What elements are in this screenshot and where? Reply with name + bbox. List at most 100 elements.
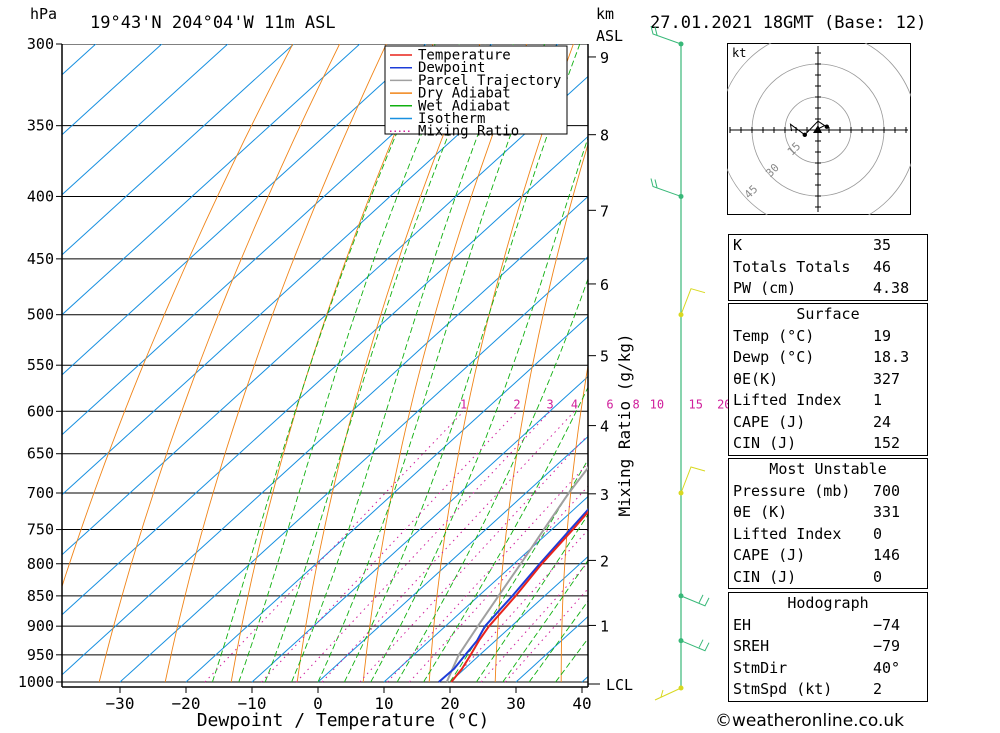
- pressure-tick-label: 700: [27, 484, 54, 502]
- isotherm-line: [251, 375, 588, 683]
- legend-entry: Wet Adiabat: [418, 98, 511, 114]
- dry-adiabat-line: [98, 44, 341, 683]
- x-tick-label: −10: [238, 694, 267, 713]
- table-row: Dewp (°C) 18.3: [729, 347, 927, 369]
- table-row: Lifted Index 1: [729, 390, 927, 412]
- table-row: StmSpd (kt) 2: [729, 679, 927, 701]
- dry-adiabat-line: [164, 44, 387, 683]
- x-axis-title: Dewpoint / Temperature (°C): [197, 710, 490, 731]
- row-value: 46: [873, 257, 892, 276]
- surface-title: Surface: [796, 305, 860, 323]
- row-label: K: [733, 236, 743, 254]
- isotherm-line: [317, 435, 588, 683]
- table-row: CIN (J) 0: [729, 567, 927, 589]
- row-label: CIN (J): [733, 567, 797, 586]
- mixing-ratio-line: [409, 485, 588, 683]
- dewpoint-line: [438, 508, 588, 683]
- legend-entry: Isotherm: [418, 111, 485, 127]
- legend-entry: Dry Adiabat: [418, 86, 511, 102]
- wet-adiabat-line: [528, 600, 588, 683]
- row-value: 327: [873, 369, 901, 388]
- pressure-tick-label: 1000: [18, 673, 54, 691]
- row-label: θE (K): [733, 503, 788, 521]
- hodograph-table: Hodograph EH −74 SREH −79 StmDir 40° StmSpd (k…: [728, 592, 928, 702]
- km-tick-label: 1: [600, 617, 609, 635]
- table-row: Lifted Index 0: [729, 524, 927, 546]
- row-label: Dewp (°C): [733, 348, 815, 366]
- table-row: CAPE (J) 24: [729, 412, 927, 434]
- row-label: StmSpd (kt): [733, 680, 833, 698]
- pressure-tick-label: 300: [27, 35, 54, 53]
- isotherm-line: [62, 195, 588, 676]
- pressure-tick-label: 450: [27, 250, 54, 268]
- mixing-ratio-label: 10: [650, 397, 664, 411]
- legend-entry: Temperature: [418, 48, 511, 64]
- row-label: Temp (°C): [733, 326, 815, 345]
- km-tick-label: 9: [600, 49, 609, 67]
- copyright-label: ©weatheronline.co.uk: [715, 711, 905, 731]
- dry-adiabat-line: [362, 44, 528, 683]
- row-value: 18.3: [873, 348, 910, 366]
- table-row: Totals Totals 46: [729, 257, 927, 279]
- row-value: −79: [873, 637, 901, 655]
- mixing-ratio-line: [295, 410, 551, 683]
- mixing-ratio-line: [387, 462, 588, 683]
- x-tick-label: 0: [313, 694, 323, 713]
- isotherm-line: [185, 315, 588, 683]
- row-label: EH: [733, 615, 752, 634]
- pressure-tick-label: 400: [27, 187, 54, 205]
- row-label: Lifted Index: [733, 524, 842, 543]
- dry-adiabat-line: [976, 44, 1000, 682]
- table-row: PW (cm) 4.38: [729, 278, 927, 300]
- wet-adiabat-line: [370, 136, 588, 683]
- most-unstable-table: Most Unstable Pressure (mb) 700 θE (K) 331 L…: [728, 458, 928, 589]
- row-value: 1: [873, 391, 883, 409]
- wind-barb: [680, 466, 706, 494]
- isotherm-line: [62, 75, 588, 556]
- wet-adiabat-line: [264, 44, 486, 683]
- row-label: Totals Totals: [733, 257, 851, 276]
- pressure-tick-label: 350: [27, 117, 54, 135]
- isotherm-line: [62, 44, 493, 436]
- pressure-tick-label: 800: [27, 555, 54, 573]
- pressure-tick-label: 950: [27, 646, 54, 664]
- row-value: 0: [873, 524, 883, 543]
- mixing-ratio-line: [359, 434, 588, 683]
- mixing-ratio-label: 3: [547, 397, 554, 411]
- row-value: 40°: [873, 658, 901, 677]
- dry-adiabat-line: [296, 44, 481, 683]
- x-tick-label: 40: [572, 694, 591, 713]
- isotherm-line: [383, 495, 588, 683]
- x-tick-label: 10: [374, 694, 393, 713]
- wet-adiabat-line: [343, 44, 581, 683]
- wet-adiabat-line: [211, 44, 436, 683]
- x-tick-label: 30: [506, 694, 525, 713]
- lcl-label: LCL: [606, 676, 633, 694]
- wind-barb: [650, 178, 682, 197]
- table-row: θE (K) 331: [729, 502, 927, 524]
- row-value: 146: [873, 546, 901, 564]
- table-row: θE(K) 327: [729, 369, 927, 391]
- parcel-trajectory-line: [445, 466, 588, 683]
- wind-barb: [680, 288, 706, 315]
- mixing-ratio-label: 20: [717, 397, 731, 411]
- pressure-tick-label: 550: [27, 356, 54, 374]
- isotherm-line: [62, 135, 588, 616]
- mixing-ratio-label: 2: [513, 397, 520, 411]
- row-value: 0: [873, 567, 883, 586]
- table-row: SREH −79: [729, 636, 927, 658]
- isotherm-line: [62, 44, 361, 316]
- table-row: CIN (J) 152: [729, 433, 927, 455]
- row-value: 2: [873, 680, 883, 698]
- mixing-ratio-label: 15: [689, 397, 703, 411]
- mixing-ratio-label: 6: [606, 397, 613, 411]
- dry-adiabat-line: [62, 44, 294, 588]
- temperature-line: [450, 510, 588, 683]
- table-row: EH −74: [729, 615, 927, 637]
- row-label: θE(K): [733, 369, 779, 388]
- wet-adiabat-line: [396, 277, 588, 683]
- wind-barb: [650, 25, 682, 45]
